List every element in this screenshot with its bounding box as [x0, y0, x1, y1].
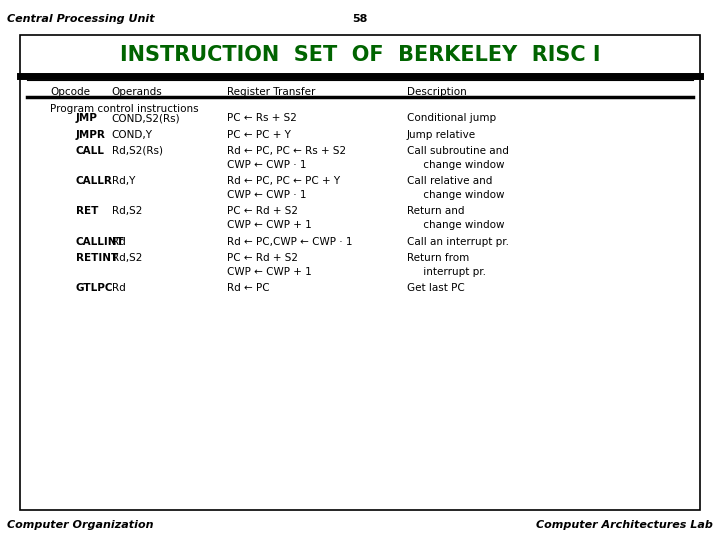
- Text: GTLPC: GTLPC: [76, 283, 113, 293]
- Text: Rd,S2(Rs): Rd,S2(Rs): [112, 146, 163, 156]
- Text: PC ← PC + Y: PC ← PC + Y: [227, 130, 291, 140]
- Text: Rd,Y: Rd,Y: [112, 176, 135, 186]
- Text: Rd,S2: Rd,S2: [112, 206, 142, 217]
- Text: CWP ← CWP · 1: CWP ← CWP · 1: [227, 190, 306, 200]
- Text: Computer Organization: Computer Organization: [7, 520, 153, 530]
- Text: CALLR: CALLR: [76, 176, 112, 186]
- Text: JMP: JMP: [76, 113, 97, 124]
- Text: PC ← Rd + S2: PC ← Rd + S2: [227, 206, 298, 217]
- Text: Program control instructions: Program control instructions: [50, 104, 199, 114]
- Text: Rd ← PC, PC ← PC + Y: Rd ← PC, PC ← PC + Y: [227, 176, 340, 186]
- Text: COND,Y: COND,Y: [112, 130, 153, 140]
- Text: Opcode: Opcode: [50, 87, 91, 98]
- Text: Rd,S2: Rd,S2: [112, 253, 142, 263]
- Text: Call an interrupt pr.: Call an interrupt pr.: [407, 237, 509, 247]
- Text: Rd ← PC,CWP ← CWP · 1: Rd ← PC,CWP ← CWP · 1: [227, 237, 352, 247]
- Text: RETINT: RETINT: [76, 253, 118, 263]
- Text: Central Processing Unit: Central Processing Unit: [7, 14, 155, 24]
- FancyBboxPatch shape: [20, 35, 700, 510]
- Text: PC ← Rs + S2: PC ← Rs + S2: [227, 113, 297, 124]
- Text: COND,S2(Rs): COND,S2(Rs): [112, 113, 180, 124]
- Text: 58: 58: [352, 14, 368, 24]
- Text: Call relative and: Call relative and: [407, 176, 492, 186]
- Text: Call subroutine and: Call subroutine and: [407, 146, 508, 156]
- Text: Rd: Rd: [112, 283, 125, 293]
- Text: change window: change window: [407, 220, 504, 231]
- Text: change window: change window: [407, 160, 504, 170]
- Text: JMPR: JMPR: [76, 130, 105, 140]
- Text: Rd: Rd: [112, 237, 125, 247]
- Text: CALL: CALL: [76, 146, 104, 156]
- Text: Jump relative: Jump relative: [407, 130, 476, 140]
- Text: Return from: Return from: [407, 253, 469, 263]
- Text: PC ← Rd + S2: PC ← Rd + S2: [227, 253, 298, 263]
- Text: change window: change window: [407, 190, 504, 200]
- Text: CWP ← CWP + 1: CWP ← CWP + 1: [227, 220, 312, 231]
- Text: Conditional jump: Conditional jump: [407, 113, 496, 124]
- Text: CALLINT: CALLINT: [76, 237, 125, 247]
- Text: Get last PC: Get last PC: [407, 283, 464, 293]
- Text: Computer Architectures Lab: Computer Architectures Lab: [536, 520, 713, 530]
- Text: CWP ← CWP + 1: CWP ← CWP + 1: [227, 267, 312, 277]
- Text: interrupt pr.: interrupt pr.: [407, 267, 486, 277]
- Text: INSTRUCTION  SET  OF  BERKELEY  RISC I: INSTRUCTION SET OF BERKELEY RISC I: [120, 45, 600, 65]
- Text: Rd ← PC: Rd ← PC: [227, 283, 269, 293]
- Text: Register Transfer: Register Transfer: [227, 87, 315, 98]
- Text: CWP ← CWP · 1: CWP ← CWP · 1: [227, 160, 306, 170]
- Text: Operands: Operands: [112, 87, 162, 98]
- Text: RET: RET: [76, 206, 98, 217]
- Text: Return and: Return and: [407, 206, 464, 217]
- Text: Rd ← PC, PC ← Rs + S2: Rd ← PC, PC ← Rs + S2: [227, 146, 346, 156]
- Text: Description: Description: [407, 87, 467, 98]
